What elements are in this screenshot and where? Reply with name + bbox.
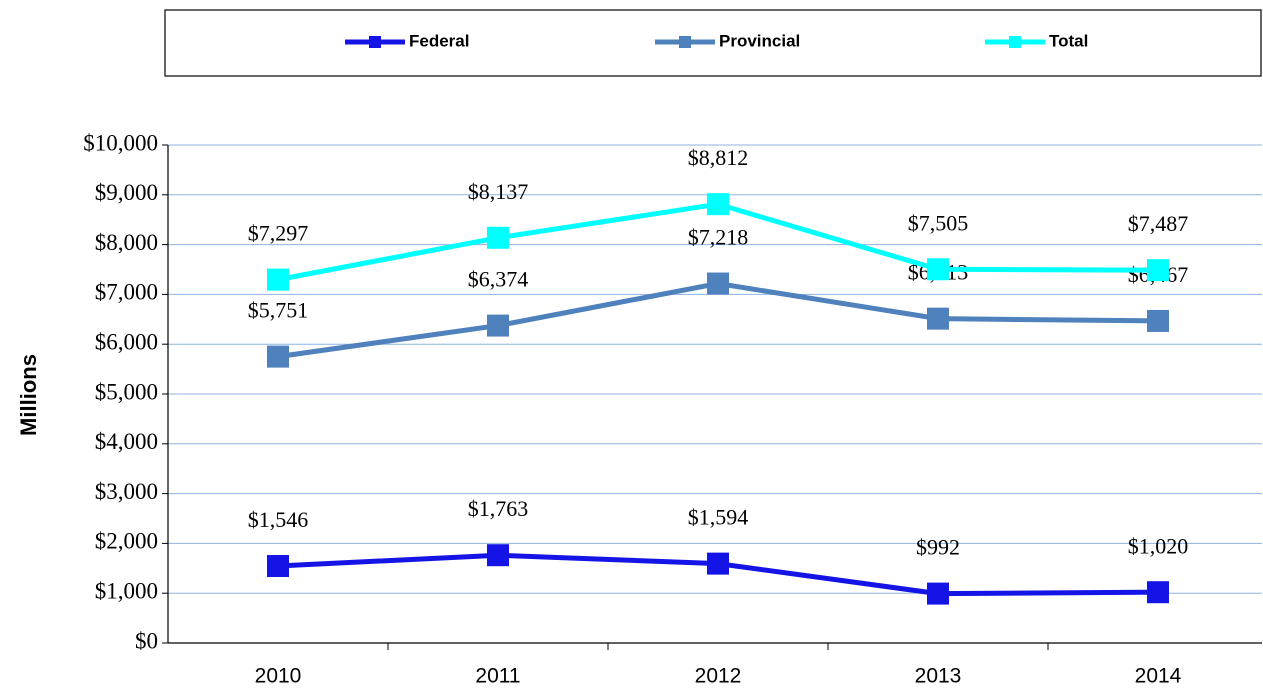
data-label: $5,751 <box>248 298 309 323</box>
marker <box>927 258 949 281</box>
marker <box>267 555 289 578</box>
legend-label: Provincial <box>719 31 800 50</box>
legend-marker <box>369 36 381 48</box>
x-tick-label: 2012 <box>695 665 742 688</box>
y-tick-label: $5,000 <box>95 379 158 404</box>
y-tick-label: $4,000 <box>95 429 158 454</box>
marker <box>707 272 729 295</box>
data-label: $8,812 <box>688 145 749 170</box>
marker <box>487 544 509 567</box>
marker <box>487 226 509 249</box>
data-label: $7,487 <box>1128 211 1189 236</box>
y-tick-label: $3,000 <box>95 479 158 504</box>
data-label: $992 <box>916 535 960 560</box>
data-label: $8,137 <box>468 179 529 204</box>
marker <box>707 193 729 216</box>
data-label: $1,763 <box>468 496 529 521</box>
y-axis-label: Millions <box>16 354 41 436</box>
data-label: $1,020 <box>1128 533 1189 558</box>
y-tick-label: $10,000 <box>83 130 158 155</box>
legend-marker <box>1009 36 1021 48</box>
y-tick-label: $9,000 <box>95 180 158 205</box>
y-tick-label: $8,000 <box>95 230 158 255</box>
data-label: $7,505 <box>908 210 969 235</box>
y-tick-label: $0 <box>135 628 158 653</box>
data-label: $1,546 <box>248 507 309 532</box>
data-label: $6,374 <box>468 267 529 292</box>
data-label: $1,594 <box>688 505 749 530</box>
legend-marker <box>679 36 691 48</box>
x-tick-label: 2010 <box>255 665 302 688</box>
y-tick-label: $6,000 <box>95 329 158 354</box>
data-label: $7,218 <box>688 225 749 250</box>
y-tick-label: $1,000 <box>95 578 158 603</box>
marker <box>927 582 949 605</box>
marker <box>1147 309 1169 332</box>
marker <box>1147 259 1169 282</box>
legend-label: Total <box>1049 31 1088 50</box>
data-label: $7,297 <box>248 221 309 246</box>
y-tick-label: $2,000 <box>95 529 158 554</box>
marker <box>487 314 509 337</box>
x-tick-label: 2013 <box>915 665 962 688</box>
marker <box>1147 581 1169 604</box>
x-tick-label: 2011 <box>475 665 520 688</box>
marker <box>267 268 289 291</box>
marker <box>927 307 949 330</box>
x-tick-label: 2014 <box>1135 665 1182 688</box>
legend-label: Federal <box>409 31 469 50</box>
marker <box>707 552 729 575</box>
marker <box>267 345 289 368</box>
y-tick-label: $7,000 <box>95 280 158 305</box>
